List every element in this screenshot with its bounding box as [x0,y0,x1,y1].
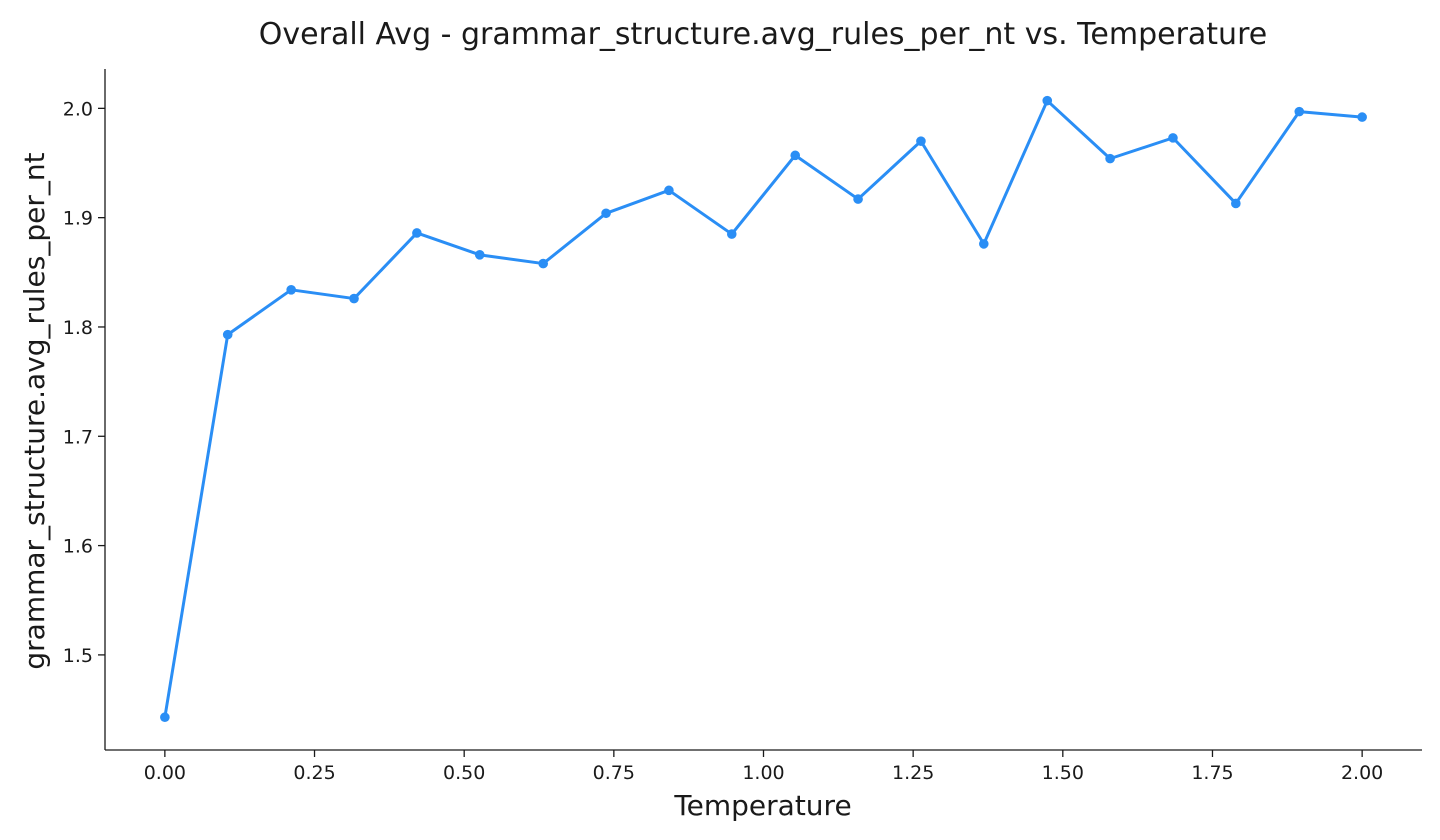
data-point [412,228,422,238]
x-axis-label: Temperature [673,789,851,822]
y-axis-label: grammar_structure.avg_rules_per_nt [18,152,51,669]
x-tick-label: 0.50 [443,762,485,784]
y-tick-label: 1.7 [63,426,93,448]
data-point [726,229,737,239]
x-tick-label: 1.00 [742,762,784,784]
data-point [916,136,926,146]
data-point [160,712,170,723]
axis-ticks: 0.00 0.25 0.50 0.75 1.00 1.25 1.50 1.75 2.00 1.5 1… [63,98,1384,784]
x-tick-label: 1.50 [1042,762,1084,784]
x-tick-label: 0.00 [144,762,186,784]
y-tick-label: 1.9 [63,208,93,230]
x-tick-label: 1.75 [1191,762,1233,784]
series-line [163,99,1363,718]
y-tick-label: 1.8 [63,317,93,339]
chart-title: Overall Avg - grammar_structure.avg_rule… [259,17,1267,52]
data-point [790,150,801,161]
data-point [978,239,989,249]
data-point [1294,106,1305,117]
data-point [853,194,863,204]
data-point [1105,153,1115,164]
plot-area [160,95,1367,723]
y-tick-label: 1.6 [63,536,93,558]
x-tick-label: 2.00 [1341,762,1383,784]
data-point [349,293,359,304]
y-tick-label: 2.0 [63,98,93,120]
data-point [286,285,296,295]
data-point [1357,112,1367,122]
x-tick-label: 0.25 [293,762,335,784]
data-point [1231,198,1241,209]
data-point [538,258,549,269]
data-point [1042,95,1053,106]
data-point [222,329,233,340]
data-point [474,250,485,260]
y-tick-label: 1.5 [63,645,93,667]
x-tick-label: 0.75 [593,762,635,784]
x-tick-label: 1.25 [892,762,934,784]
data-point [1168,133,1178,143]
data-point [601,208,611,219]
data-point [664,185,674,196]
